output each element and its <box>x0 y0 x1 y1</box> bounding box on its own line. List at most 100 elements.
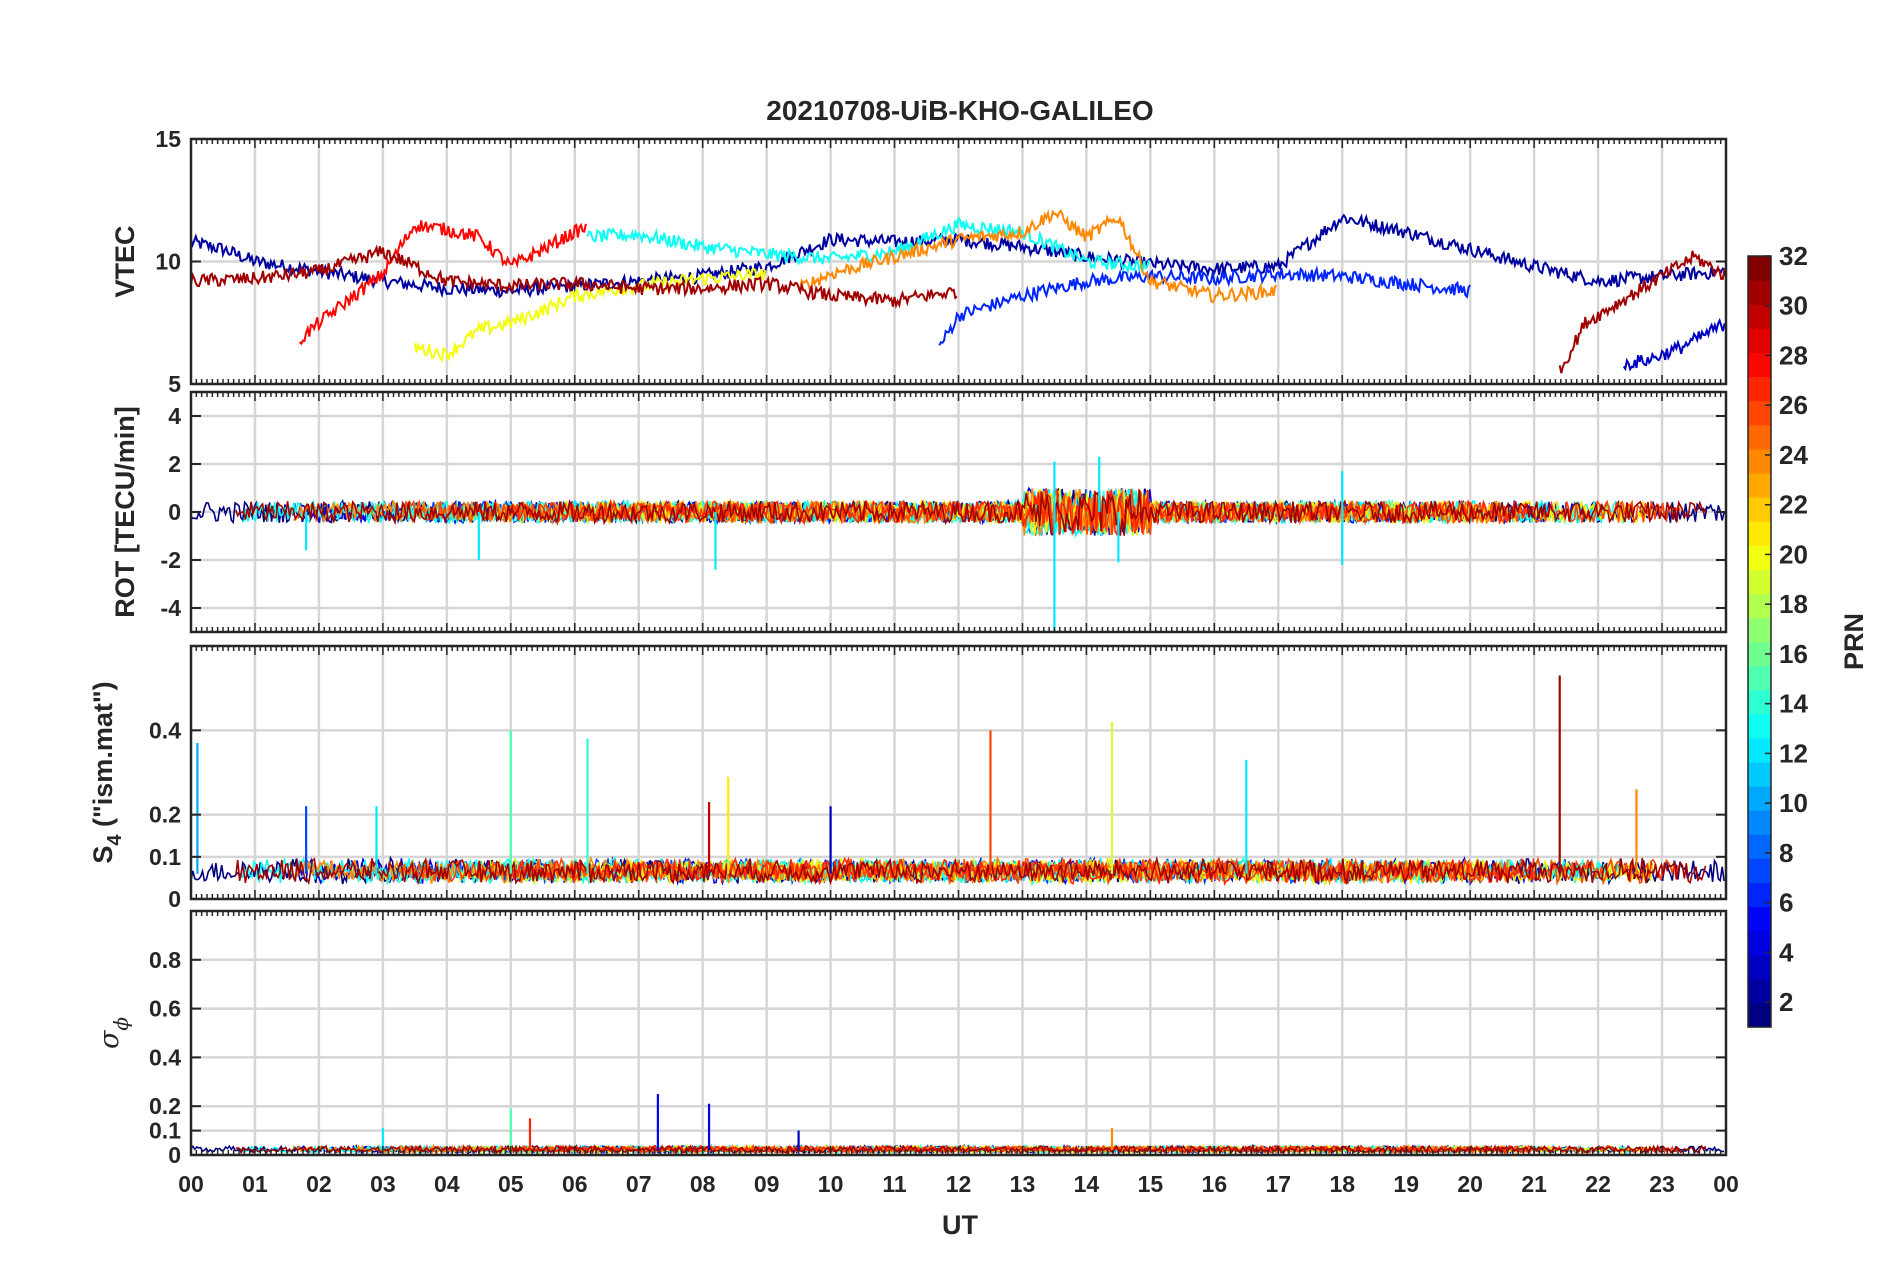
x-tick-label: 05 <box>498 1171 524 1197</box>
x-tick-label: 20 <box>1457 1171 1483 1197</box>
ticks-vtec <box>190 138 1727 385</box>
colorbar-swatch <box>1748 786 1771 811</box>
y-tick-label: 4 <box>168 403 181 429</box>
y-tick-label: -4 <box>161 595 182 621</box>
x-axis: 00 01 02 03 04 05 06 07 08 09 10 11 12 13 14 15 16 17 18 19… <box>178 1171 1739 1197</box>
panel-sigma_phi: 00.10.2 0.4 0.6 0.8 σϕ <box>94 909 1728 1168</box>
y-tick-label: 0.6 <box>149 996 181 1022</box>
colorbar-tick-label: 24 <box>1779 440 1808 470</box>
y-tick-label: 0 <box>168 886 181 912</box>
x-tick-label: 13 <box>1010 1171 1036 1197</box>
y-tick-label: 10 <box>155 249 181 275</box>
colorbar-swatch <box>1748 761 1771 787</box>
colorbar-swatch <box>1748 834 1771 859</box>
vtec-series-prn-31 <box>191 244 958 310</box>
vtec-series-prn-20 <box>413 267 766 363</box>
colorbar-tick-label: 4 <box>1779 937 1794 967</box>
colorbar-swatch <box>1748 521 1771 546</box>
x-tick-label: 22 <box>1585 1171 1611 1197</box>
s4-series-prn-31 <box>235 855 1707 886</box>
panel-s4: 0 0.1 0.2 0.4 S4 ("ism.mat") <box>88 644 1728 912</box>
colorbar-swatch <box>1748 689 1771 715</box>
colorbar-swatch <box>1748 665 1771 691</box>
colorbar-swatch <box>1748 858 1771 884</box>
colorbar-swatch <box>1748 280 1771 305</box>
colorbar-swatch <box>1748 882 1771 908</box>
colorbar-swatch <box>1748 376 1771 402</box>
data-rot <box>191 456 1725 632</box>
vtec-series-prn-31 <box>1558 250 1726 374</box>
y-tick-label: 0 <box>168 499 181 525</box>
colorbar-swatch <box>1748 472 1771 498</box>
colorbar-swatch <box>1748 545 1771 570</box>
colorbar-swatch <box>1748 954 1771 980</box>
colorbar-swatch <box>1748 1002 1771 1028</box>
colorbar-frame <box>1747 255 1772 1028</box>
x-axis-label: UT <box>942 1210 978 1240</box>
rot-series-prn-27 <box>510 488 1535 538</box>
x-tick-label: 14 <box>1074 1171 1100 1197</box>
vtec-series-prn-6 <box>938 264 1471 346</box>
y-axis-label-rot: ROT [TECU/min] <box>110 406 140 617</box>
x-tick-label: 03 <box>370 1171 396 1197</box>
colorbar-tick-label: 18 <box>1779 589 1808 619</box>
colorbar-tick-label: 2 <box>1779 987 1793 1017</box>
x-tick-label: 06 <box>562 1171 588 1197</box>
grid-rot <box>191 392 1726 632</box>
colorbar-tick-label: 26 <box>1779 390 1808 420</box>
colorbar-swatch <box>1748 328 1771 353</box>
x-tick-label: 21 <box>1521 1171 1547 1197</box>
x-tick-label: 17 <box>1265 1171 1291 1197</box>
x-tick-label: 16 <box>1202 1171 1228 1197</box>
y-axis-label-s4: S4 ("ism.mat") <box>88 681 126 863</box>
vtec-series-prn-3 <box>1622 317 1726 372</box>
y-tick-label: 0.2 <box>149 1093 181 1119</box>
vtec-series-prn-13 <box>586 216 1150 274</box>
grid-s4 <box>191 646 1726 901</box>
colorbar-swatch <box>1748 304 1771 329</box>
ticks-rot <box>190 392 1727 632</box>
colorbar-swatch <box>1748 930 1771 956</box>
colorbar-swatch <box>1748 400 1771 426</box>
colorbar-swatch <box>1748 641 1771 667</box>
x-tick-label: 08 <box>690 1171 716 1197</box>
colorbar-tick-label: 12 <box>1779 738 1808 768</box>
y-tick-label: -2 <box>161 547 181 573</box>
colorbar-tick-label: 14 <box>1779 689 1808 719</box>
y-tick-label: 0.4 <box>149 1044 181 1070</box>
y-tick-label: 0.1 <box>149 844 181 870</box>
colorbar-tick-label: 32 <box>1779 241 1808 271</box>
y-tick-label: 0.1 <box>149 1118 181 1144</box>
colorbar-swatch <box>1748 496 1771 522</box>
x-tick-label: 15 <box>1138 1171 1164 1197</box>
y-tick-label: 0 <box>168 1142 181 1168</box>
x-tick-label: 01 <box>242 1171 268 1197</box>
y-tick-label: 0.8 <box>149 947 181 973</box>
colorbar-swatch <box>1748 713 1771 739</box>
panel-vtec: 5 10 15 VTEC <box>110 126 1728 397</box>
x-tick-label: 23 <box>1649 1171 1675 1197</box>
colorbar-tick-label: 8 <box>1779 838 1793 868</box>
y-tick-label: 2 <box>168 451 181 477</box>
colorbar-label: PRN <box>1839 613 1869 670</box>
colorbar-tick-label: 16 <box>1779 639 1808 669</box>
colorbar-swatch <box>1748 737 1771 763</box>
y-tick-label: 0.4 <box>149 717 181 743</box>
x-tick-label: 02 <box>306 1171 332 1197</box>
y-axis-label-vtec: VTEC <box>110 225 140 297</box>
data-vtec <box>191 209 1726 374</box>
colorbar-swatch <box>1748 617 1771 643</box>
colorbar-tick-label: 20 <box>1779 539 1808 569</box>
sigma_phi-series-prn-31 <box>235 1143 1707 1155</box>
colorbar-swatch <box>1748 810 1771 835</box>
colorbar-swatch <box>1748 352 1771 378</box>
y-tick-label: 5 <box>168 371 181 397</box>
x-tick-label: 11 <box>882 1171 907 1197</box>
colorbar-swatch <box>1748 256 1771 281</box>
colorbar-swatch <box>1748 978 1771 1004</box>
x-tick-label: 12 <box>946 1171 972 1197</box>
data-s4 <box>191 675 1725 888</box>
